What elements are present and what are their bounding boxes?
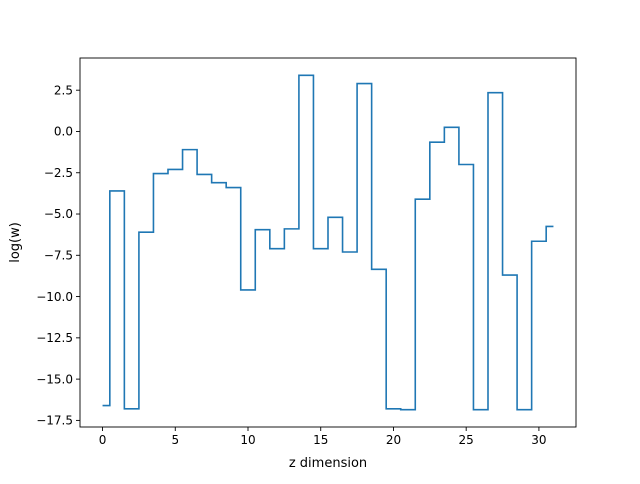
y-tick-label: −17.5 (36, 414, 73, 428)
y-tick-label: −10.0 (36, 290, 73, 304)
series-layer (102, 74, 554, 411)
x-tick-label: 10 (240, 433, 255, 447)
y-tick-label: 2.5 (54, 83, 73, 97)
axes-layer (79, 57, 577, 428)
axes-frame (79, 57, 577, 428)
series-line-0 (102, 74, 554, 411)
y-tick-label: −5.0 (44, 207, 73, 221)
y-tick-label: 0.0 (54, 125, 73, 139)
y-tick-label: −15.0 (36, 372, 73, 386)
y-tick-label: −7.5 (44, 248, 73, 262)
x-axis-label: z dimension (289, 456, 367, 471)
x-tick-label: 0 (99, 433, 107, 447)
y-tick-label: −12.5 (36, 331, 73, 345)
x-tick-label: 30 (531, 433, 546, 447)
x-tick-label: 15 (313, 433, 328, 447)
ticks-layer: 0 5 10 15 20 25 30 2.5 0.0 −2.5 −5.0 −7.5 −10.0 −12.5… (36, 83, 546, 447)
x-tick-label: 25 (459, 433, 474, 447)
y-axis-label: log(w) (8, 222, 23, 263)
y-tick-label: −2.5 (44, 166, 73, 180)
x-tick-label: 5 (171, 433, 179, 447)
x-tick-label: 20 (386, 433, 401, 447)
